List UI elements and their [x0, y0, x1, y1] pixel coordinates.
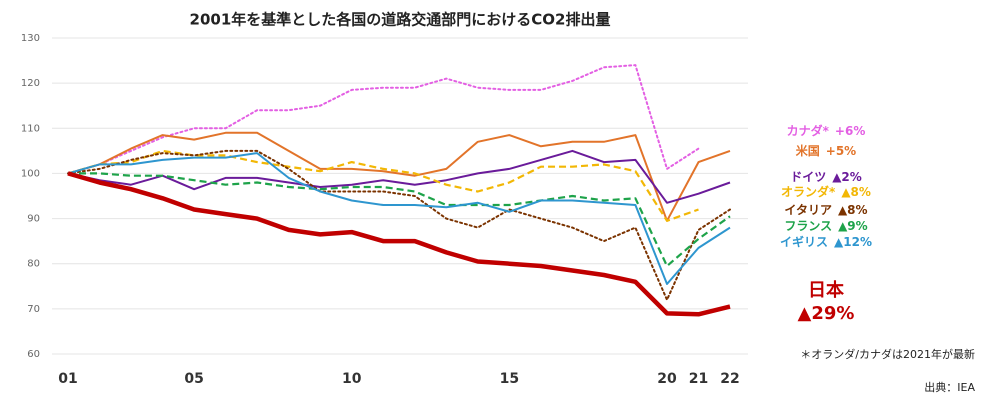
series-line — [68, 172, 731, 268]
legend-label: オランダ* ▲8% — [781, 184, 871, 199]
series-line — [67, 171, 731, 317]
legend-name: 米国 — [796, 143, 820, 158]
y-tick-label: 100 — [21, 168, 40, 179]
y-tick-label: 60 — [27, 349, 40, 360]
legend-label: フランス ▲9% — [784, 219, 867, 233]
x-tick-label: 05 — [184, 371, 203, 387]
chart-title: 2001年を基準とした各国の道路交通部門におけるCO2排出量 — [190, 11, 611, 29]
legend-label: 日本 — [808, 279, 844, 301]
legend-label: イギリス ▲12% — [780, 234, 872, 249]
x-tick-label: 01 — [58, 371, 77, 387]
legend-name: フランス — [784, 219, 832, 233]
y-tick-label: 120 — [21, 78, 40, 89]
legend-name: オランダ* — [781, 184, 836, 199]
series-line — [67, 131, 731, 222]
legend-label: イタリア ▲8% — [784, 203, 867, 217]
y-tick-label: 90 — [27, 214, 40, 225]
legend-label: カナダ* +6% — [787, 123, 866, 138]
y-tick-label: 70 — [27, 304, 40, 315]
series-line — [67, 64, 700, 175]
series-line — [67, 152, 731, 285]
legend-change: ▲8% — [838, 203, 868, 217]
series-line — [67, 149, 731, 301]
legend-change: +5% — [826, 144, 856, 158]
legend-change: +6% — [835, 124, 865, 138]
x-tick-label: 15 — [500, 371, 519, 387]
y-tick-label: 130 — [21, 33, 40, 44]
series-line — [67, 149, 699, 222]
legend-name: ドイツ — [790, 170, 826, 184]
note: ＊オランダ/カナダは2021年が最新 — [800, 347, 975, 361]
x-tick-label: 21 — [689, 371, 708, 387]
legend-label: 米国 +5% — [796, 143, 856, 158]
legend-name: イタリア — [784, 203, 832, 217]
legend-change: ▲8% — [841, 185, 871, 199]
legend-change: ▲12% — [834, 235, 872, 249]
legend-change: ▲9% — [838, 219, 868, 233]
y-tick-label: 110 — [21, 123, 40, 134]
x-tick-label: 22 — [720, 371, 739, 387]
x-tick-label: 10 — [342, 371, 362, 387]
legend-change: ▲2% — [832, 170, 862, 184]
series-line — [67, 149, 731, 204]
legend-name: カナダ* — [787, 123, 830, 138]
source: 出典：IEA — [924, 380, 975, 394]
legend-name: イギリス — [780, 234, 828, 249]
x-tick-label: 20 — [657, 371, 677, 387]
legend-change: ▲29% — [798, 303, 855, 324]
y-tick-label: 80 — [27, 259, 40, 270]
legend-label: ドイツ ▲2% — [790, 170, 862, 184]
